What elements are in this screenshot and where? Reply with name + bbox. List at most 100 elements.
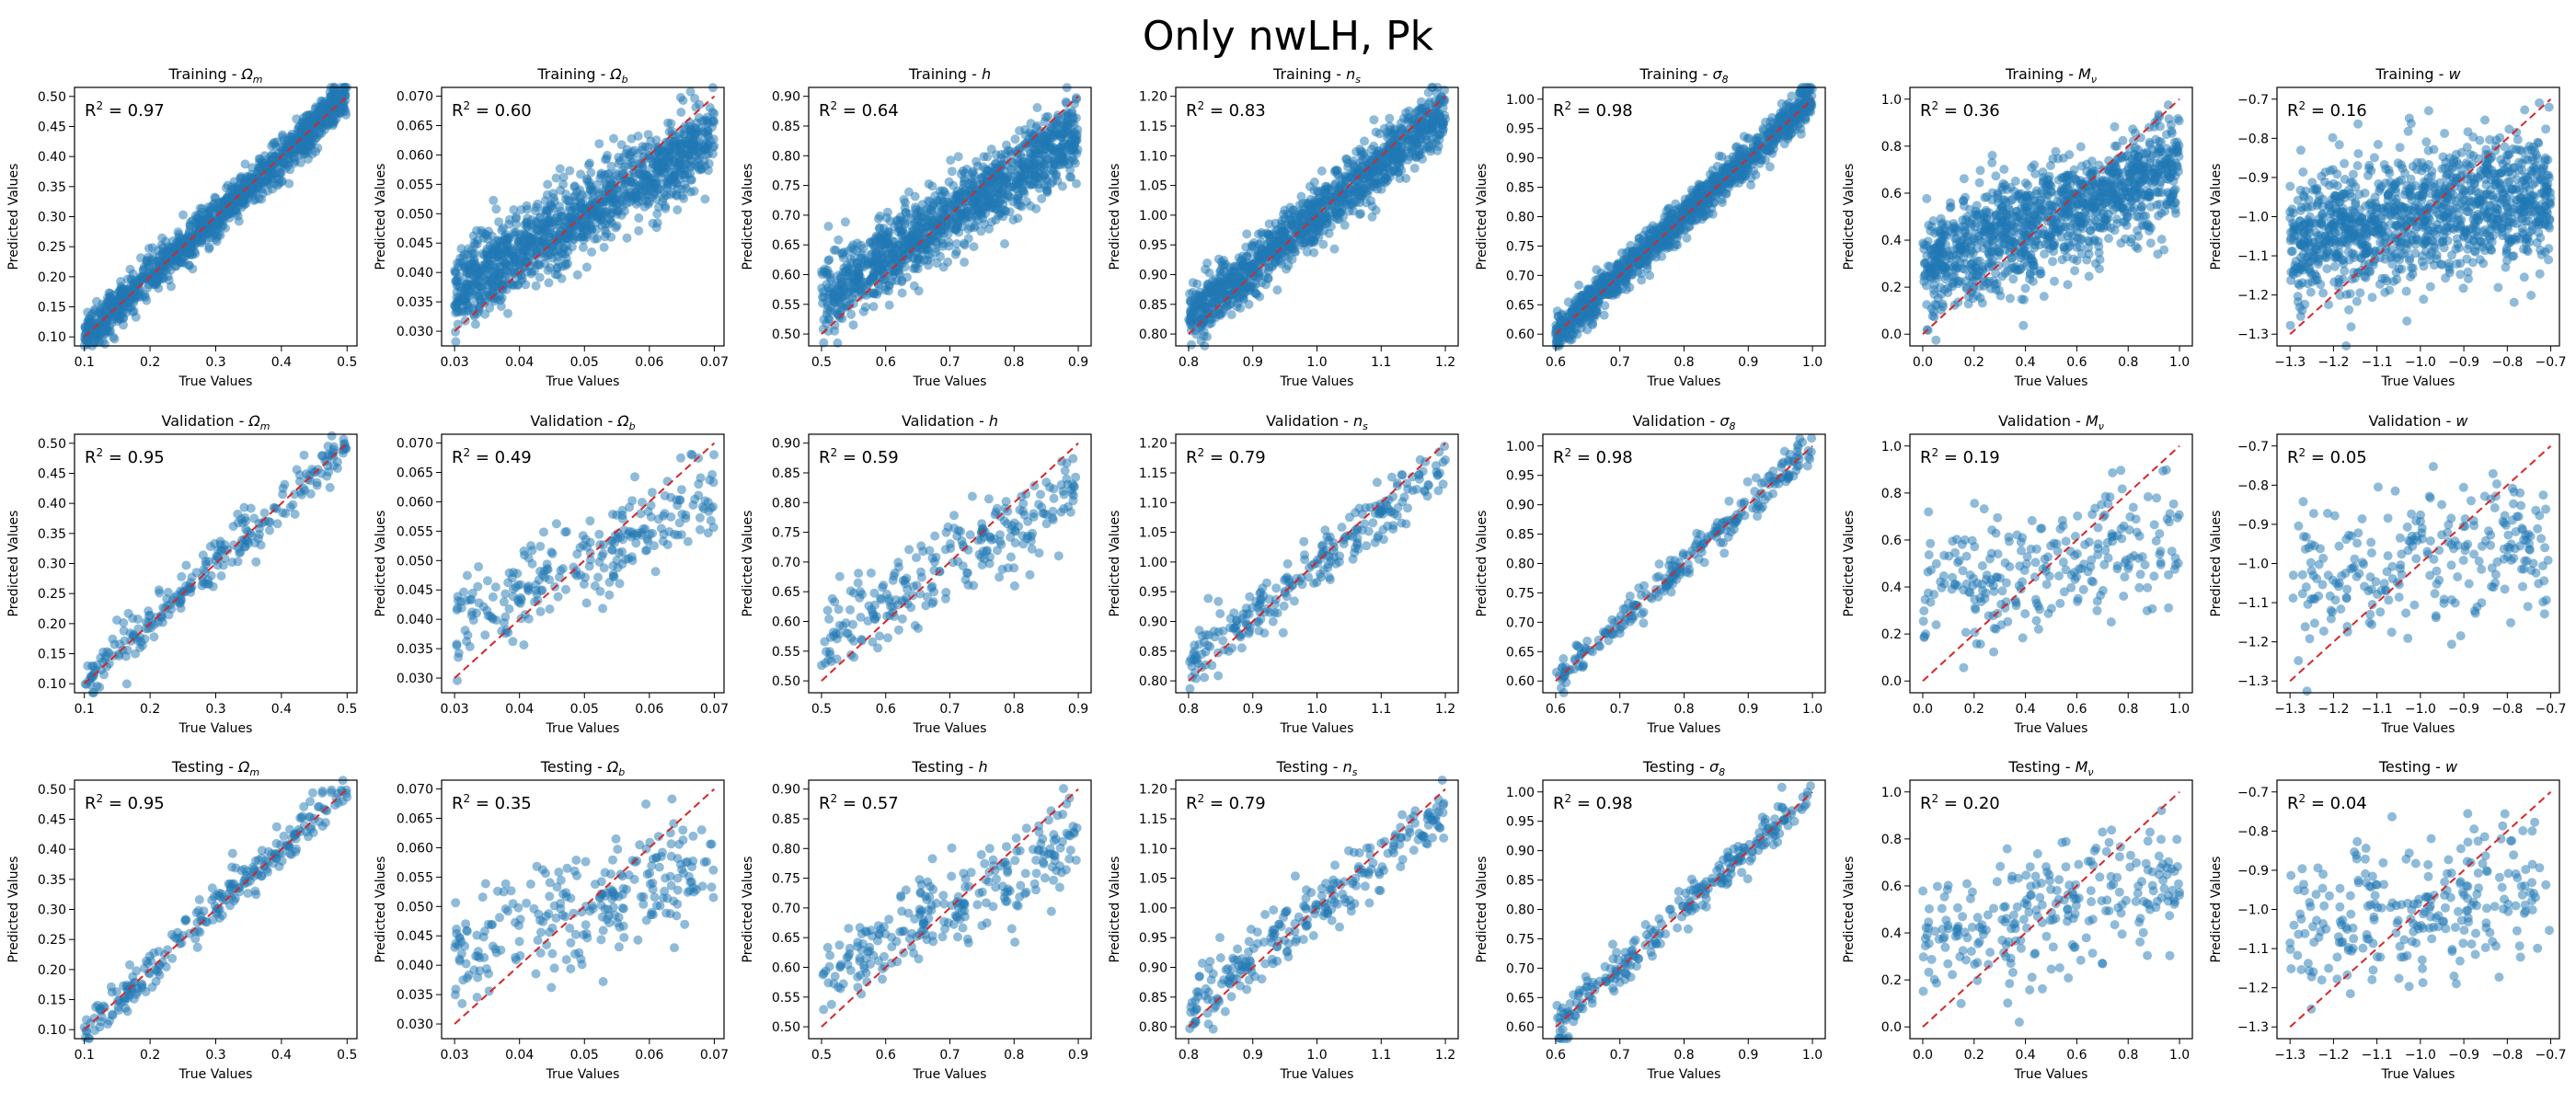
x-tick-label: 0.07 xyxy=(700,355,729,370)
data-point xyxy=(95,309,105,319)
y-tick-label: 0.035 xyxy=(397,295,433,310)
data-point xyxy=(604,175,615,185)
data-point xyxy=(991,150,1001,160)
data-point xyxy=(575,201,585,212)
data-point xyxy=(953,152,963,162)
data-point xyxy=(1008,215,1018,224)
data-point xyxy=(509,205,519,214)
panel-training-0: 0.1 0.2 0.3 0.4 0.50.100.150.200.250.300.350… xyxy=(6,65,358,389)
data-point xyxy=(848,320,858,330)
data-point xyxy=(996,188,1006,198)
data-point xyxy=(847,293,857,303)
data-point xyxy=(979,152,989,162)
data-point xyxy=(912,210,922,220)
data-point xyxy=(1242,229,1252,239)
data-point xyxy=(936,195,946,205)
data-point xyxy=(1264,219,1274,229)
data-point xyxy=(125,264,135,274)
data-point xyxy=(652,209,662,219)
x-axis-label: True Values xyxy=(1280,374,1354,389)
data-point xyxy=(205,225,215,236)
data-point xyxy=(1008,197,1018,207)
data-point xyxy=(673,205,683,215)
data-point xyxy=(583,160,593,170)
data-point xyxy=(548,193,558,202)
data-point xyxy=(1200,288,1210,298)
data-point xyxy=(308,137,318,147)
data-point xyxy=(1319,215,1329,225)
data-point xyxy=(584,180,594,190)
data-point xyxy=(599,242,609,252)
y-tick-label: 0.040 xyxy=(397,266,433,281)
data-point xyxy=(998,212,1008,222)
data-point xyxy=(699,141,708,151)
scatter-points xyxy=(1184,83,1450,351)
data-point xyxy=(675,93,685,102)
data-point xyxy=(587,247,597,257)
data-point xyxy=(1427,134,1437,144)
data-point xyxy=(102,326,112,335)
y-tick-label: 0.70 xyxy=(772,209,800,224)
data-point xyxy=(495,262,505,272)
data-point xyxy=(1282,264,1292,274)
x-tick-label: 0.4 xyxy=(271,355,292,370)
data-point xyxy=(609,133,618,144)
data-point xyxy=(659,162,669,172)
y-tick-label: 1.05 xyxy=(1139,179,1167,194)
data-point xyxy=(572,270,582,280)
data-point xyxy=(1387,148,1397,158)
data-point xyxy=(616,140,627,150)
y-tick-label: 0.75 xyxy=(772,179,800,194)
data-point xyxy=(819,267,829,277)
data-point xyxy=(233,185,243,195)
r2-annotation: R2 = 0.64 xyxy=(819,99,899,121)
data-point xyxy=(468,231,478,241)
y-tick-label: 0.15 xyxy=(38,301,66,316)
data-point xyxy=(1058,153,1067,163)
data-point xyxy=(262,186,272,196)
data-point xyxy=(960,258,970,267)
data-point xyxy=(521,229,530,239)
data-point xyxy=(981,208,991,218)
data-point xyxy=(1272,285,1282,295)
x-tick-label: 0.5 xyxy=(337,355,357,370)
data-point xyxy=(917,200,927,210)
x-tick-label: 0.5 xyxy=(811,355,832,370)
data-point xyxy=(1307,224,1317,235)
data-point xyxy=(938,262,949,272)
panel-training-4: 0.6 0.7 0.8 0.9 1.00.600.650.700.750.800.850… xyxy=(1475,65,1826,389)
data-point xyxy=(565,212,575,222)
data-point xyxy=(1068,112,1078,121)
x-tick-label: 0.3 xyxy=(205,355,225,370)
data-point xyxy=(561,190,571,199)
data-point xyxy=(615,155,625,166)
y-tick-label: 0.90 xyxy=(1139,268,1167,282)
r2-annotation: R2 = 0.60 xyxy=(452,99,532,121)
data-point xyxy=(976,226,986,236)
data-point xyxy=(489,195,499,205)
data-point xyxy=(295,144,305,154)
data-point xyxy=(1288,224,1298,235)
data-point xyxy=(1203,279,1213,289)
data-point xyxy=(1216,270,1226,280)
data-point xyxy=(597,210,607,220)
data-point xyxy=(1414,146,1424,156)
data-point xyxy=(691,129,701,139)
data-point xyxy=(1314,232,1324,242)
data-point xyxy=(634,225,644,236)
data-point xyxy=(1349,206,1358,216)
data-point xyxy=(868,302,879,312)
data-point xyxy=(1397,142,1407,152)
x-tick-label: 1.1 xyxy=(1371,355,1391,370)
data-point xyxy=(584,202,594,213)
y-tick-label: 0.070 xyxy=(397,90,433,105)
data-point xyxy=(331,96,341,106)
data-point xyxy=(1309,177,1319,187)
data-point xyxy=(944,237,954,247)
panel-training-1: 0.03 0.04 0.05 0.06 0.070.0300.0350.0400.045… xyxy=(374,65,729,389)
data-point xyxy=(460,293,470,303)
data-point xyxy=(557,211,567,221)
data-point xyxy=(641,182,650,192)
data-point xyxy=(1278,226,1288,236)
